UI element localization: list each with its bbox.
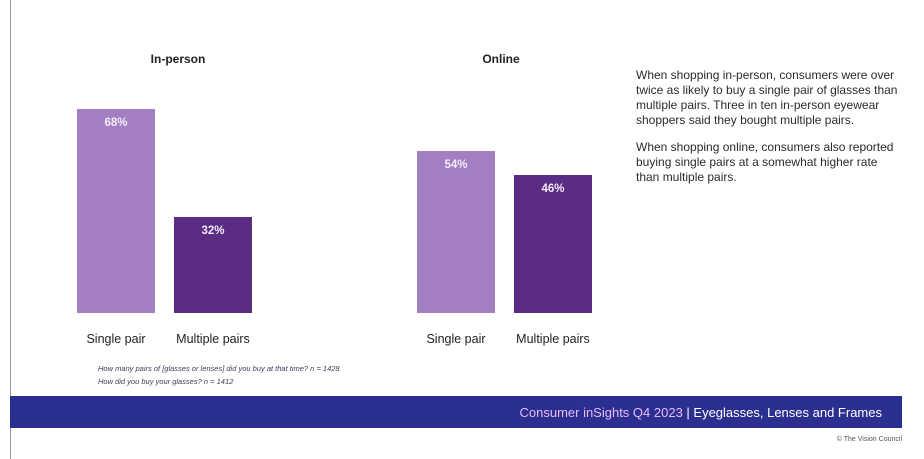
data-label-online-multiple-pairs: 46% — [541, 183, 564, 195]
chart-title-in-person: In-person — [151, 52, 206, 66]
data-label-in-person-multiple-pairs: 32% — [201, 225, 224, 237]
bar-in-person-single-pair — [77, 109, 155, 313]
data-label-in-person-single-pair: 68% — [104, 117, 127, 129]
bar-in-person-multiple-pairs — [174, 217, 252, 313]
banner-report-topic: | Eyeglasses, Lenses and Frames — [682, 405, 882, 420]
footer-banner: Consumer inSights Q4 2023 | Eyeglasses, … — [10, 396, 902, 428]
copyright-notice: © The Vision Council — [836, 436, 902, 443]
category-label-in-person-single-pair: Single pair — [86, 332, 145, 346]
bar-online-single-pair — [417, 151, 495, 313]
left-divider — [10, 0, 11, 459]
bar-online-multiple-pairs — [514, 175, 592, 313]
question-purchase-channel: How did you buy your glasses? n = 1412 — [98, 377, 234, 386]
commentary-paragraph-in-person: When shopping in-person, consumers were … — [636, 68, 898, 127]
category-label-in-person-multiple-pairs: Multiple pairs — [176, 332, 250, 346]
banner-text: Consumer inSights Q4 2023 | Eyeglasses, … — [519, 405, 882, 420]
category-label-online-single-pair: Single pair — [426, 332, 485, 346]
commentary: When shopping in-person, consumers were … — [636, 68, 898, 197]
question-pairs-bought: How many pairs of [glasses or lenses] di… — [98, 364, 340, 373]
category-label-online-multiple-pairs: Multiple pairs — [516, 332, 590, 346]
commentary-paragraph-online: When shopping online, consumers also rep… — [636, 140, 894, 184]
banner-report-name: Consumer inSights Q4 2023 — [519, 405, 683, 420]
bar-charts: In-person 68% Single pair 32% Multiple pairs… — [77, 52, 592, 346]
data-label-online-single-pair: 54% — [444, 159, 467, 171]
chart-title-online: Online — [482, 52, 520, 66]
